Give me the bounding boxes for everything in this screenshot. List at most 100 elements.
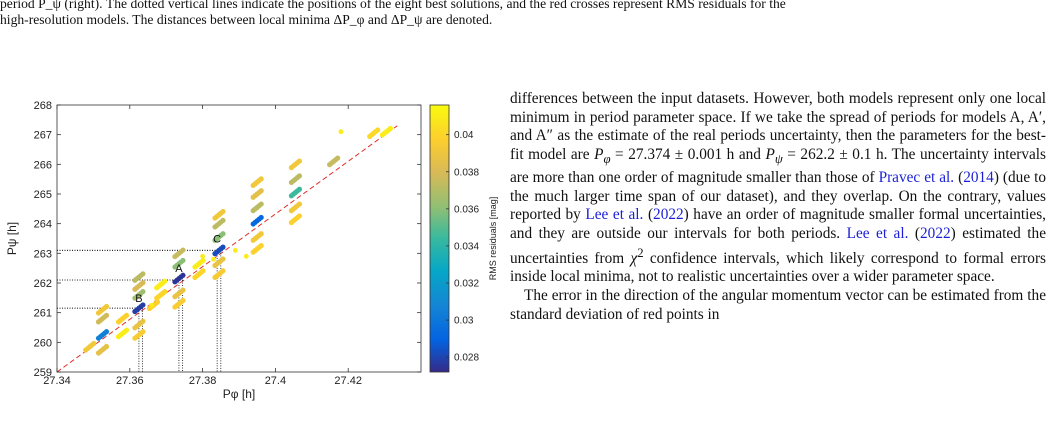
text-run: ) estimated the uncertainties from: [510, 224, 1046, 267]
math-sub-phi: φ: [603, 152, 611, 167]
data-point: [140, 289, 146, 295]
data-point: [375, 127, 381, 133]
text-run: = 27.374 ± 0.001 h and: [610, 146, 766, 164]
data-point: [180, 257, 186, 264]
text-run: ) have an order of magnitude smaller for…: [510, 206, 1046, 242]
data-point: [220, 208, 226, 215]
text-run: ) (due to the much larger time span of o…: [510, 168, 1047, 224]
data-point: [387, 125, 394, 132]
data-point: [140, 302, 146, 308]
colorbar-tick-label: 0.028: [454, 353, 479, 364]
data-point: [123, 312, 130, 318]
data-point: [180, 247, 186, 253]
y-tick-label: 267: [34, 130, 52, 142]
data-point: [335, 155, 341, 161]
x-tick-label: 27.42: [334, 375, 362, 387]
citation-link[interactable]: Lee et al.: [585, 206, 644, 224]
article-body: differences between the input datasets. …: [510, 90, 1046, 325]
colorbar-scale: [429, 104, 450, 373]
data-point: [149, 302, 155, 308]
data-point: [296, 173, 303, 179]
y-tick-label: 268: [34, 100, 52, 112]
math-sub-psi: ψ: [774, 152, 783, 167]
data-point: [91, 340, 97, 347]
data-point: [220, 256, 226, 262]
data-point: [211, 256, 216, 262]
data-point: [296, 201, 303, 207]
data-point: [220, 231, 226, 237]
text-run: confidence intervals, which likely corre…: [510, 249, 1046, 286]
data-point: [103, 312, 110, 318]
diagonal-line: [56, 125, 398, 373]
data-point: [200, 257, 206, 264]
caption-line-2: high-resolution models. The distances be…: [0, 12, 493, 27]
data-point: [103, 329, 110, 335]
y-tick-label: 263: [34, 248, 52, 260]
colorbar-tick-label: 0.034: [454, 241, 479, 252]
data-point: [154, 299, 161, 305]
citation-link[interactable]: Pravec et al.: [878, 168, 955, 186]
text-run: differences between the input datasets. …: [510, 90, 1046, 164]
math-p: P: [765, 146, 775, 164]
colorbar-tick-label: 0.03: [454, 316, 474, 327]
citation-year-link[interactable]: 2022: [653, 206, 684, 224]
text-run: (: [954, 168, 964, 186]
x-tick-label: 27.36: [116, 375, 144, 387]
y-tick-label: 264: [34, 219, 52, 231]
colorbar-tick-label: 0.038: [454, 167, 479, 178]
colorbar-tick-label: 0.04: [454, 130, 474, 141]
data-point: [258, 176, 264, 182]
paragraph-2: The error in the direction of the angula…: [510, 287, 1046, 323]
math-p: P: [594, 146, 604, 164]
citation-year-link[interactable]: 2022: [920, 224, 951, 242]
data-point: [296, 213, 303, 219]
data-point: [162, 278, 168, 284]
data-point: [258, 231, 264, 237]
colorbar-label: RMS residuals [mag]: [488, 197, 498, 281]
data-point: [296, 186, 303, 192]
plot-frame: [56, 104, 422, 373]
data-point: [180, 272, 186, 278]
data-point: [180, 297, 186, 304]
data-point: [338, 129, 344, 135]
y-tick-label: 266: [34, 159, 52, 171]
y-tick-label: 265: [34, 189, 52, 201]
x-axis-label: Pφ [h]: [223, 387, 255, 401]
data-point: [232, 247, 238, 253]
solution-label: B: [135, 293, 142, 305]
y-axis-label: Pψ [h]: [5, 222, 19, 255]
plot-area: 27.34 27.36 27.38 27.4 27.42 259 260 261 262 263 2…: [5, 100, 422, 401]
scatter-figure: 27.34 27.36 27.38 27.4 27.42 259 260 261 262 263 2…: [5, 100, 498, 401]
data-point: [200, 268, 206, 274]
y-tick-label: 260: [34, 337, 52, 349]
y-tick-label: 259: [34, 367, 52, 379]
text-run: (: [908, 224, 921, 242]
x-tick-label: 27.38: [189, 375, 217, 387]
paragraph-1: differences between the input datasets. …: [510, 90, 1046, 287]
data-point: [103, 343, 110, 350]
text-run: = 262.2 ± 0.1 h. The uncertainty interva…: [510, 146, 1046, 186]
caption-line-1: period P_ψ (right). The dotted vertical …: [0, 0, 786, 11]
x-tick-label: 27.34: [43, 375, 71, 387]
x-tick-label: 27.4: [265, 375, 286, 387]
data-point: [200, 253, 206, 259]
data-point: [140, 329, 146, 335]
data-point: [243, 253, 249, 259]
data-point: [103, 303, 110, 310]
data-point: [220, 217, 226, 224]
text-run: (: [643, 206, 654, 224]
citation-link[interactable]: Lee et al.: [846, 224, 909, 242]
data-point: [258, 188, 264, 194]
data-point: [123, 327, 130, 333]
y-tick-label: 261: [34, 308, 52, 320]
colorbar: 0.028 0.03 0.032 0.034 0.036 0.038 0.04 RMS res…: [429, 104, 498, 373]
data-point: [162, 289, 168, 295]
colorbar-tick-label: 0.036: [454, 204, 479, 215]
solution-label: A: [175, 263, 183, 275]
data-point: [258, 201, 264, 207]
citation-year-link[interactable]: 2014: [963, 168, 994, 186]
data-point: [296, 158, 303, 164]
y-tick-label: 262: [34, 278, 52, 290]
data-point: [140, 280, 146, 286]
data-point: [220, 244, 226, 250]
